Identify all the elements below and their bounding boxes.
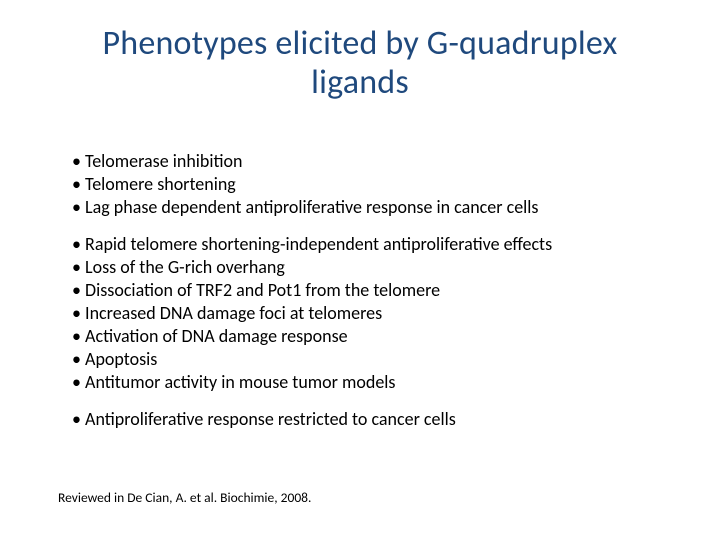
bullet-item: • Loss of the G-rich overhang [72,256,662,279]
slide-title: Phenotypes elicited by G-quadruplex liga… [0,24,720,102]
citation: Reviewed in De Cian, A. et al. Biochimie… [58,489,311,506]
bullet-item: • Increased DNA damage foci at telomeres [72,302,662,325]
bullet-item: • Rapid telomere shortening-independent … [72,233,662,256]
bullet-item: • Antiproliferative response restricted … [72,408,662,431]
bullet-group-1: • Telomerase inhibition • Telomere short… [72,150,662,219]
bullet-item: • Telomere shortening [72,173,662,196]
bullet-item: • Dissociation of TRF2 and Pot1 from the… [72,279,662,302]
title-line-2: ligands [311,62,409,103]
slide: Phenotypes elicited by G-quadruplex liga… [0,0,720,540]
bullet-group-2: • Rapid telomere shortening-independent … [72,233,662,394]
bullet-item: • Antitumor activity in mouse tumor mode… [72,371,662,394]
bullet-item: • Lag phase dependent antiproliferative … [72,196,662,219]
bullet-item: • Telomerase inhibition [72,150,662,173]
bullet-group-3: • Antiproliferative response restricted … [72,408,662,431]
title-line-1: Phenotypes elicited by G-quadruplex [103,23,618,64]
slide-body: • Telomerase inhibition • Telomere short… [72,150,662,445]
bullet-item: • Apoptosis [72,348,662,371]
bullet-item: • Activation of DNA damage response [72,325,662,348]
